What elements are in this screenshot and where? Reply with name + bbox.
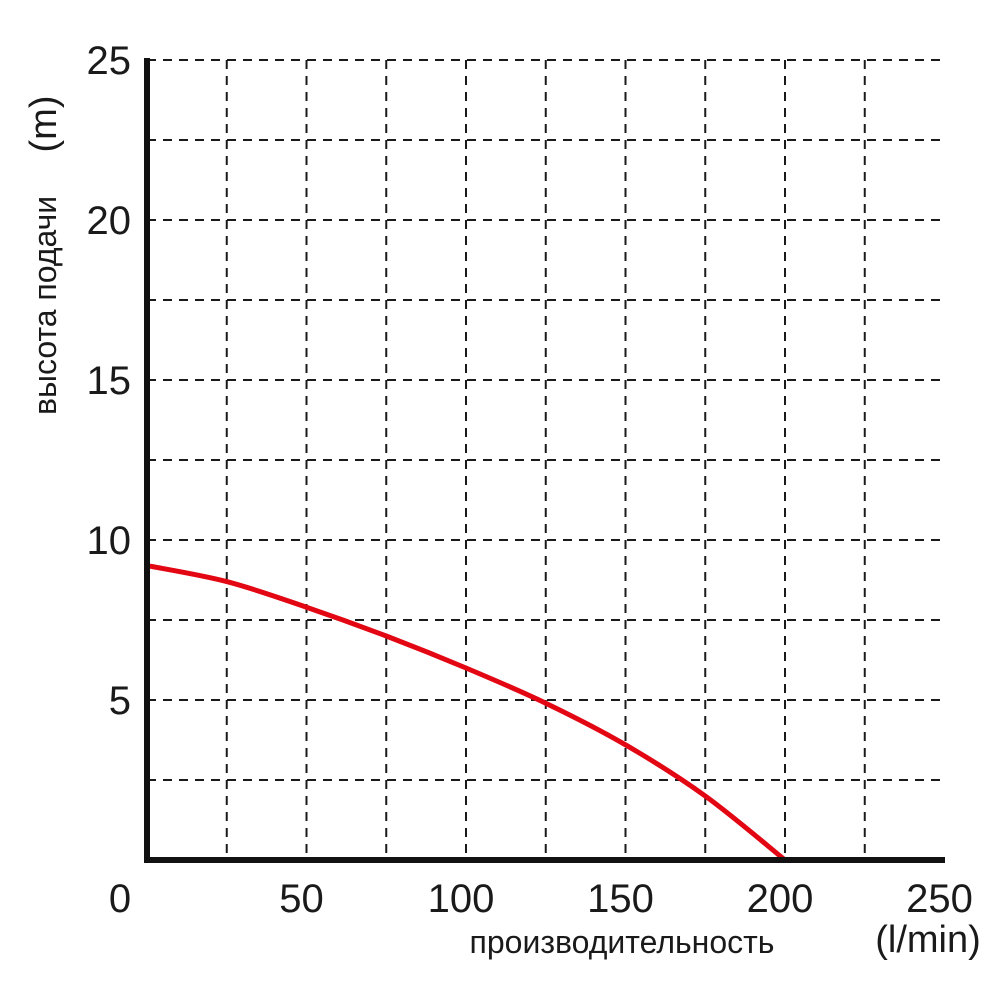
y-axis-unit: (m) (23, 96, 65, 153)
x-tick-label-0: 0 (109, 877, 131, 921)
x-tick-label-50: 50 (279, 877, 324, 921)
axes (144, 58, 945, 863)
x-axis-unit: (l/min) (875, 919, 981, 961)
x-tick-label-150: 150 (587, 877, 654, 921)
grid-lines (147, 59, 945, 860)
performance-curve-0 (144, 563, 788, 863)
x-axis-title: производительность (470, 924, 775, 960)
x-tick-label-250: 250 (906, 877, 973, 921)
x-tick-label-100: 100 (428, 877, 495, 921)
x-tick-label-200: 200 (747, 877, 814, 921)
tick-labels: 0 50 100 150 200 250 5 10 15 20 25 (87, 39, 973, 921)
y-tick-label-25: 25 (87, 39, 132, 83)
y-tick-label-20: 20 (87, 199, 132, 243)
y-tick-label-5: 5 (109, 679, 131, 723)
curve-layer (144, 563, 788, 863)
y-tick-label-10: 10 (87, 519, 132, 563)
y-axis-title: высота подачи (27, 196, 63, 415)
y-tick-label-15: 15 (87, 359, 132, 403)
